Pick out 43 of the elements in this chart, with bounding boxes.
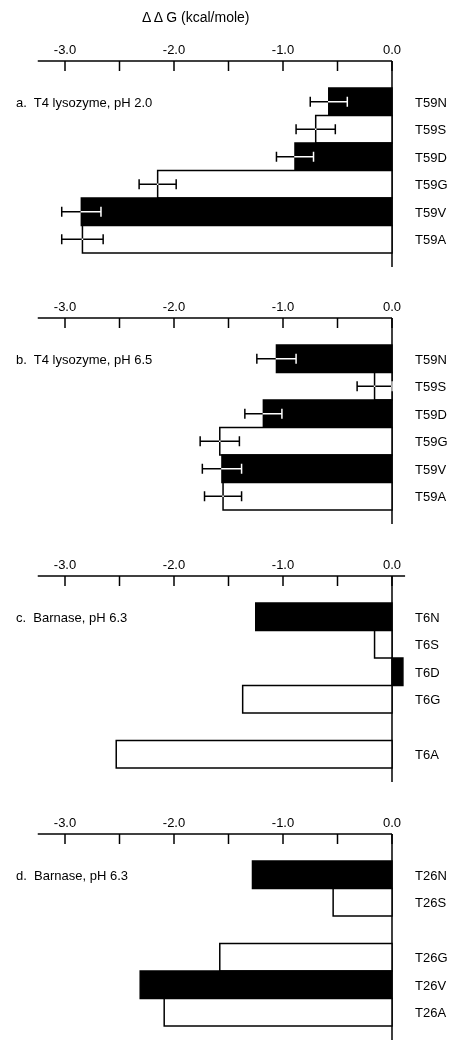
x-tick-label: -3.0 — [53, 557, 77, 572]
y-tick-label: T59S — [415, 379, 447, 395]
x-tick-label: -2.0 — [162, 557, 186, 572]
x-tick-label: 0.0 — [382, 299, 402, 314]
x-tick-label: -2.0 — [162, 815, 186, 830]
y-tick-label: T26A — [415, 1005, 447, 1021]
y-tick-label: T59A — [415, 489, 447, 505]
x-tick-label: -1.0 — [271, 42, 295, 57]
x-tick-label: -2.0 — [162, 42, 186, 57]
x-tick-label: -1.0 — [271, 557, 295, 572]
text: d. Barnase, pH 6.3 — [16, 867, 129, 883]
y-tick-label: T6S — [415, 637, 440, 653]
x-tick-label: -3.0 — [53, 42, 77, 57]
x-tick-label: -1.0 — [271, 815, 295, 830]
y-tick-label: T26S — [415, 895, 447, 911]
x-tick-label: -1.0 — [271, 299, 295, 314]
y-tick-label: T59V — [415, 204, 447, 220]
y-tick-label: T59D — [415, 406, 447, 422]
x-tick-label: 0.0 — [382, 815, 402, 830]
y-tick-label: T59G — [415, 434, 448, 450]
x-tick-label: -3.0 — [53, 299, 77, 314]
y-tick-label: T59D — [415, 149, 447, 165]
x-axis-title: Δ Δ G (kcal/mole) — [142, 9, 250, 25]
text: a. T4 lysozyme, pH 2.0 — [16, 94, 153, 110]
y-tick-label: T6D — [415, 664, 440, 680]
x-tick-label: -3.0 — [53, 815, 77, 830]
y-tick-label: T59N — [415, 351, 447, 367]
x-tick-label: 0.0 — [382, 557, 402, 572]
text: c. Barnase, pH 6.3 — [16, 609, 128, 625]
x-tick-label: 0.0 — [382, 42, 402, 57]
y-tick-label: T59G — [415, 177, 448, 193]
y-tick-label: T26G — [415, 950, 448, 966]
y-tick-label: T26V — [415, 977, 447, 993]
y-tick-label: T6A — [415, 747, 440, 763]
y-tick-label: T59S — [415, 122, 447, 138]
x-tick-label: -2.0 — [162, 299, 186, 314]
y-tick-label: T59A — [415, 232, 447, 248]
y-tick-label: T6G — [415, 692, 441, 708]
y-tick-label: T26N — [415, 867, 447, 883]
y-tick-label: T6N — [415, 609, 440, 625]
text: b. T4 lysozyme, pH 6.5 — [16, 351, 153, 367]
y-tick-label: T59N — [415, 94, 447, 110]
y-tick-label: T59V — [415, 461, 447, 477]
